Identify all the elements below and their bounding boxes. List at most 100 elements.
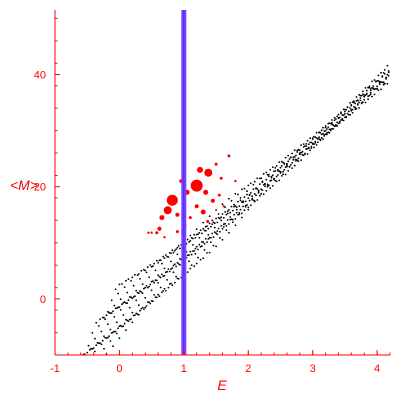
highlight-point bbox=[155, 231, 159, 235]
background-point bbox=[350, 108, 353, 111]
background-point bbox=[166, 255, 169, 258]
background-point bbox=[217, 213, 220, 215]
background-point bbox=[275, 175, 278, 178]
background-point bbox=[235, 211, 238, 214]
background-point bbox=[363, 95, 366, 98]
background-point bbox=[262, 193, 265, 196]
background-point bbox=[171, 249, 174, 252]
background-point bbox=[323, 134, 326, 136]
x-tick-label: 2 bbox=[245, 363, 251, 375]
background-point bbox=[365, 93, 368, 95]
background-point bbox=[103, 335, 105, 338]
background-point bbox=[158, 275, 161, 278]
x-tick-label: 3 bbox=[310, 363, 316, 375]
background-point bbox=[215, 209, 218, 211]
background-point bbox=[332, 124, 335, 127]
background-point bbox=[365, 89, 368, 92]
background-point bbox=[315, 144, 318, 146]
background-point bbox=[168, 270, 171, 273]
background-point bbox=[351, 112, 354, 114]
background-point bbox=[231, 209, 234, 212]
background-point bbox=[171, 267, 174, 269]
background-point bbox=[362, 101, 364, 104]
background-point bbox=[134, 295, 136, 298]
background-point bbox=[114, 288, 117, 291]
background-point bbox=[170, 252, 172, 255]
background-point bbox=[359, 94, 362, 97]
background-point bbox=[113, 316, 116, 318]
background-point bbox=[153, 262, 156, 265]
background-point bbox=[364, 94, 367, 97]
background-point bbox=[328, 122, 331, 124]
background-point bbox=[342, 108, 345, 111]
background-point bbox=[264, 183, 266, 186]
background-point bbox=[240, 188, 243, 191]
background-point bbox=[216, 221, 219, 224]
background-point bbox=[382, 83, 385, 86]
background-point bbox=[131, 311, 134, 314]
background-point bbox=[210, 225, 212, 228]
background-point bbox=[119, 298, 122, 301]
background-point bbox=[249, 182, 252, 185]
background-point bbox=[176, 253, 179, 256]
background-point bbox=[144, 306, 147, 309]
background-point bbox=[293, 164, 296, 167]
background-point bbox=[380, 71, 382, 74]
background-point bbox=[369, 88, 372, 90]
background-point bbox=[162, 290, 165, 292]
background-point bbox=[117, 327, 119, 330]
background-point bbox=[273, 170, 275, 173]
background-point bbox=[139, 290, 141, 293]
background-point bbox=[219, 237, 221, 239]
background-point bbox=[322, 138, 324, 141]
background-point bbox=[177, 244, 180, 247]
background-point bbox=[349, 107, 351, 109]
background-point bbox=[279, 166, 282, 169]
background-point bbox=[291, 162, 293, 164]
highlight-point bbox=[166, 194, 178, 206]
background-point bbox=[239, 197, 242, 199]
background-point bbox=[320, 133, 323, 136]
background-point bbox=[271, 174, 274, 177]
background-point bbox=[144, 286, 147, 289]
background-point bbox=[242, 205, 245, 208]
background-point bbox=[199, 229, 202, 232]
background-point bbox=[94, 337, 96, 340]
background-point bbox=[101, 339, 104, 342]
background-point bbox=[117, 292, 119, 295]
background-point bbox=[282, 161, 284, 164]
background-point bbox=[112, 331, 114, 334]
background-point bbox=[123, 322, 126, 325]
background-point bbox=[202, 227, 205, 230]
background-point bbox=[306, 139, 309, 142]
background-point bbox=[171, 284, 174, 287]
background-point bbox=[342, 119, 345, 122]
background-point bbox=[172, 271, 175, 274]
background-point bbox=[297, 160, 300, 163]
y-tick-label: 40 bbox=[34, 70, 46, 82]
background-point bbox=[145, 285, 148, 287]
highlight-point bbox=[204, 168, 213, 177]
background-point bbox=[252, 183, 255, 186]
background-point bbox=[229, 211, 232, 214]
background-point bbox=[221, 213, 224, 215]
background-point bbox=[268, 184, 270, 187]
background-point bbox=[355, 107, 358, 110]
background-point bbox=[137, 273, 140, 275]
background-point bbox=[295, 160, 297, 162]
background-point bbox=[259, 194, 261, 197]
background-point bbox=[198, 243, 201, 246]
background-point bbox=[253, 180, 256, 183]
background-point bbox=[298, 153, 301, 156]
highlight-point bbox=[200, 209, 206, 215]
background-point bbox=[175, 265, 178, 268]
background-point bbox=[167, 268, 170, 270]
background-point bbox=[208, 222, 211, 225]
background-point bbox=[149, 264, 152, 266]
background-point bbox=[260, 193, 263, 195]
background-point bbox=[265, 190, 268, 192]
highlight-point bbox=[159, 215, 165, 221]
background-point bbox=[383, 69, 386, 71]
background-point bbox=[175, 248, 178, 251]
